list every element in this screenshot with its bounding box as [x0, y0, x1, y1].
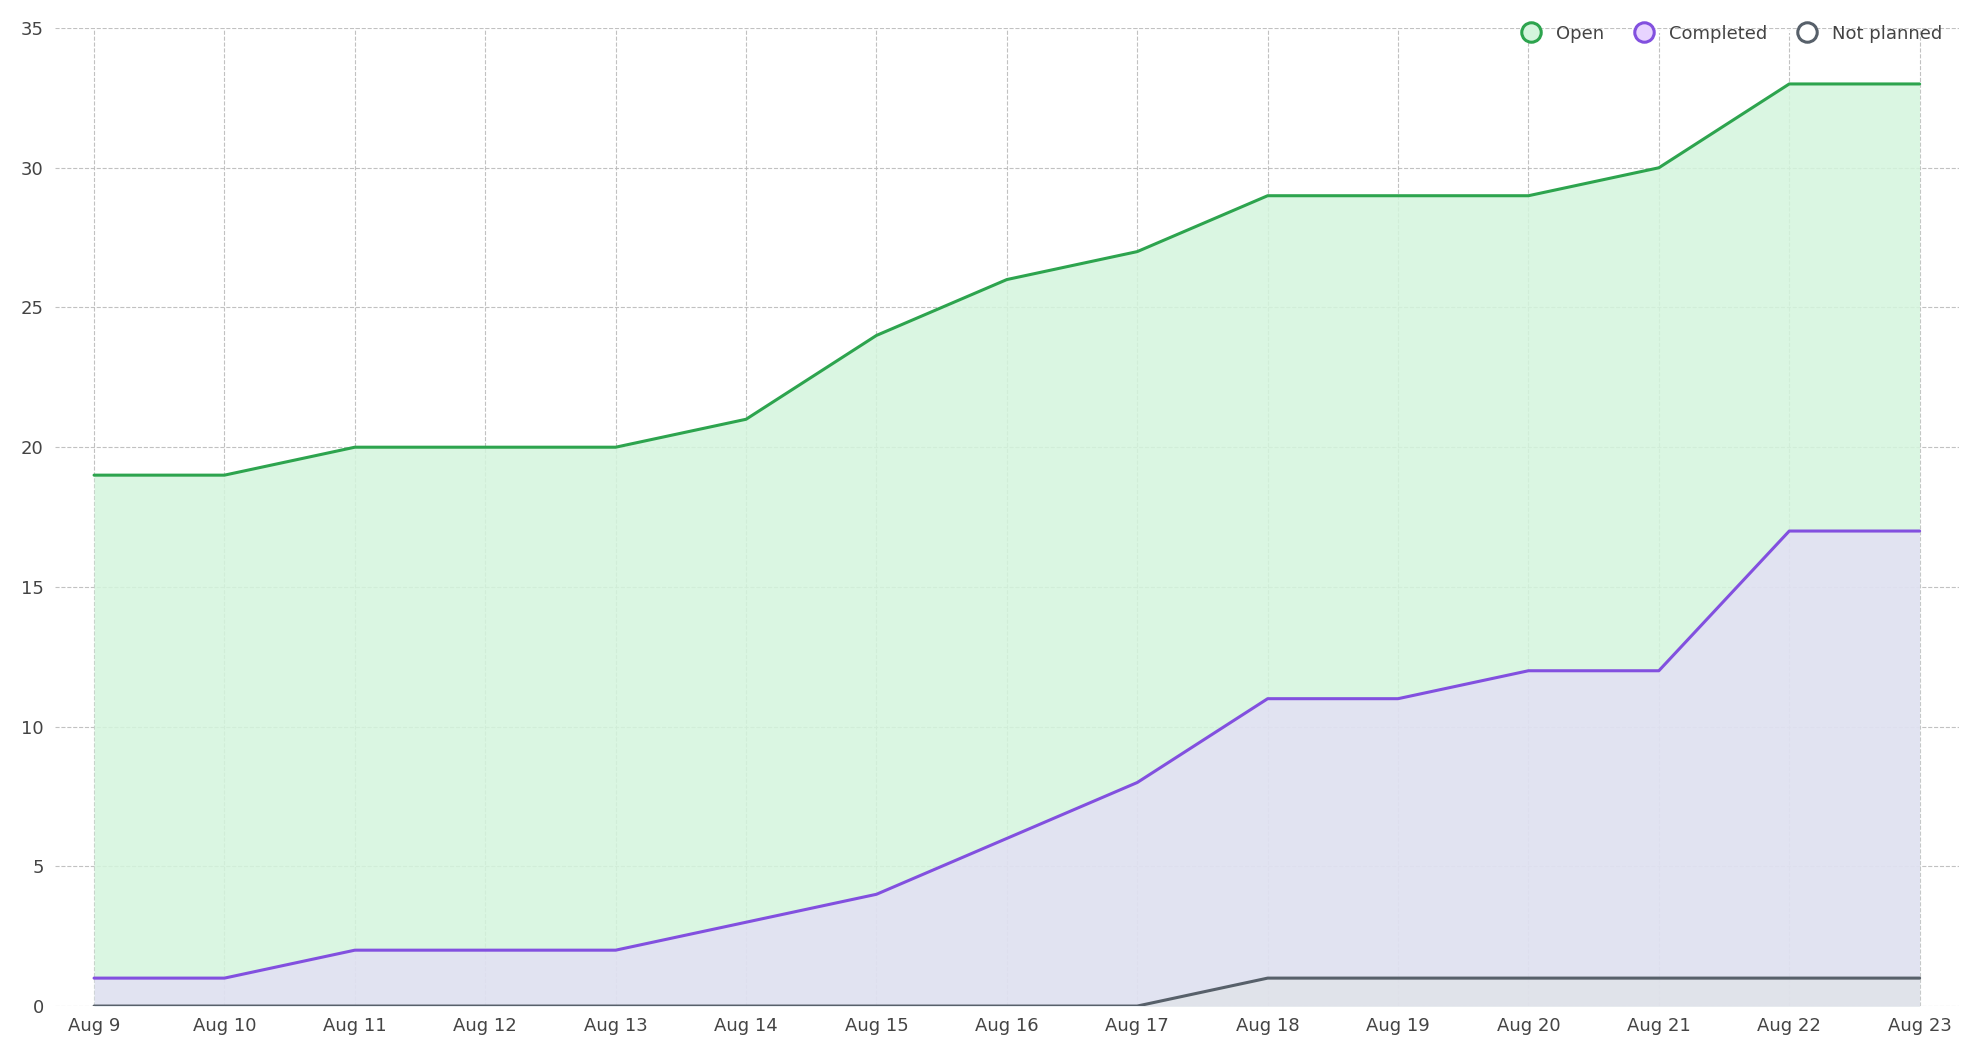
- Legend: Open, Completed, Not planned: Open, Completed, Not planned: [1505, 18, 1950, 50]
